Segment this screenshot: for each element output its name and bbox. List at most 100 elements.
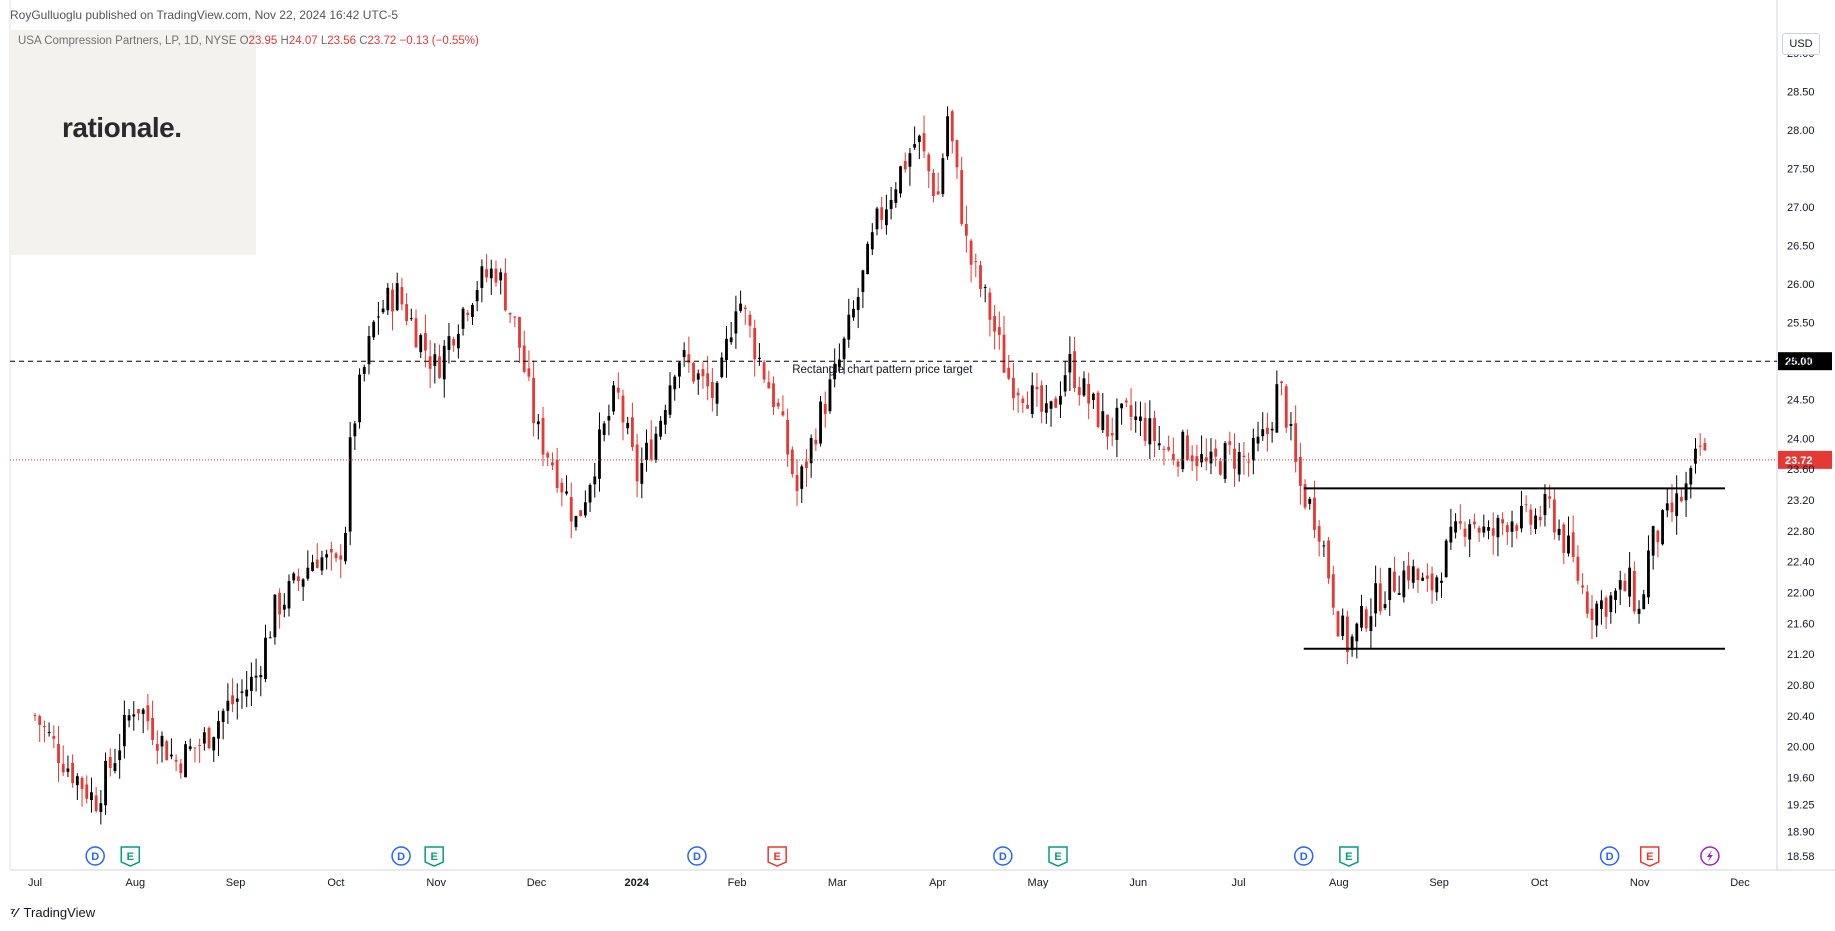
candle (1402, 560, 1406, 603)
candle (108, 748, 112, 777)
candle (1176, 458, 1180, 477)
candle (1534, 508, 1537, 535)
candle-body (729, 337, 733, 343)
time-tick-label: Jul (1231, 877, 1245, 889)
time-tick-label: Aug (1329, 877, 1349, 889)
time-tick-label: 2024 (625, 877, 650, 889)
candle (823, 391, 827, 428)
candle (1242, 441, 1246, 475)
candle (1355, 622, 1359, 659)
candle (837, 343, 841, 374)
candle (485, 254, 488, 283)
candle (362, 364, 366, 382)
candle-body (739, 303, 743, 311)
candle-body (1647, 550, 1650, 598)
candle (1341, 608, 1345, 641)
candle (842, 336, 846, 375)
candle (395, 272, 399, 312)
candle-body (1336, 611, 1340, 637)
candle-body (174, 759, 178, 762)
candle-body (419, 335, 423, 353)
candle-body (946, 116, 949, 157)
price-tick-label: 24.50 (1787, 395, 1815, 407)
candle-body (1350, 636, 1354, 651)
footer-brand[interactable]: ⁷⁄ TradingView (10, 905, 95, 920)
price-tick-label: 26.00 (1787, 279, 1815, 291)
price-tick-label: 20.80 (1787, 680, 1815, 692)
candle (508, 312, 512, 324)
candle (419, 333, 423, 359)
candle-body (287, 581, 291, 609)
candle-body (75, 776, 79, 786)
candle (466, 309, 470, 322)
candle-body (325, 554, 329, 558)
candle-body (1543, 494, 1547, 516)
candle-body (226, 700, 230, 711)
candle-body (551, 462, 554, 466)
candle-body (1049, 401, 1053, 409)
candle-body (188, 746, 192, 750)
candle-body (1665, 503, 1669, 511)
candle (950, 109, 954, 154)
candle-body (1675, 493, 1679, 517)
candle-body (541, 417, 545, 455)
candle (941, 153, 945, 197)
currency-button[interactable]: USD (1782, 33, 1820, 55)
candle (1689, 465, 1693, 499)
candle-body (1599, 600, 1603, 610)
candle (1218, 457, 1222, 476)
candle-body (880, 207, 884, 220)
candle-body (447, 336, 451, 350)
candle-body (842, 338, 846, 360)
candle (1642, 589, 1646, 610)
candle-body (456, 333, 460, 349)
candle-body (583, 502, 587, 516)
candle-body (381, 308, 385, 313)
candle-body (141, 709, 145, 715)
candle-body (452, 339, 456, 346)
dividend-badge-label: D (999, 851, 1007, 863)
candle-body (489, 268, 493, 279)
dividend-badge-label: D (91, 851, 99, 863)
candle (1289, 412, 1293, 441)
candle (805, 449, 808, 487)
candle (692, 361, 695, 384)
candle-body (1124, 400, 1128, 403)
candle (1059, 381, 1062, 419)
candle (551, 452, 554, 471)
candle-body (414, 318, 418, 348)
candle-body (1694, 448, 1697, 464)
candle (936, 172, 940, 195)
candle (541, 406, 545, 466)
candle-body (743, 307, 747, 310)
candle (1153, 410, 1156, 458)
candle (612, 380, 615, 415)
candle-body (1157, 443, 1161, 446)
candle (235, 683, 239, 720)
low-value: 23.56 (327, 35, 357, 47)
candle (1073, 336, 1076, 393)
time-tick-label: Sep (1429, 877, 1449, 889)
candle-body (889, 199, 893, 209)
candle (696, 369, 700, 395)
logo-panel (10, 30, 256, 255)
candle (1162, 445, 1166, 466)
low-label: L (320, 35, 328, 47)
candle-body (630, 417, 634, 447)
candle-body (833, 363, 837, 380)
candle-body (245, 689, 249, 697)
candle-body (762, 362, 766, 380)
time-tick-label: Oct (1531, 877, 1548, 889)
candle (1308, 496, 1312, 510)
candle (1383, 591, 1387, 611)
earnings-badge-label: E (1345, 851, 1352, 863)
candle-body (795, 474, 799, 492)
candle-body (1190, 455, 1194, 462)
candle-body (964, 224, 968, 236)
candle (1148, 400, 1152, 460)
candle-body (433, 354, 437, 366)
candle (1044, 384, 1048, 424)
dividend-badge: D (1293, 846, 1314, 866)
candle (1091, 392, 1095, 409)
